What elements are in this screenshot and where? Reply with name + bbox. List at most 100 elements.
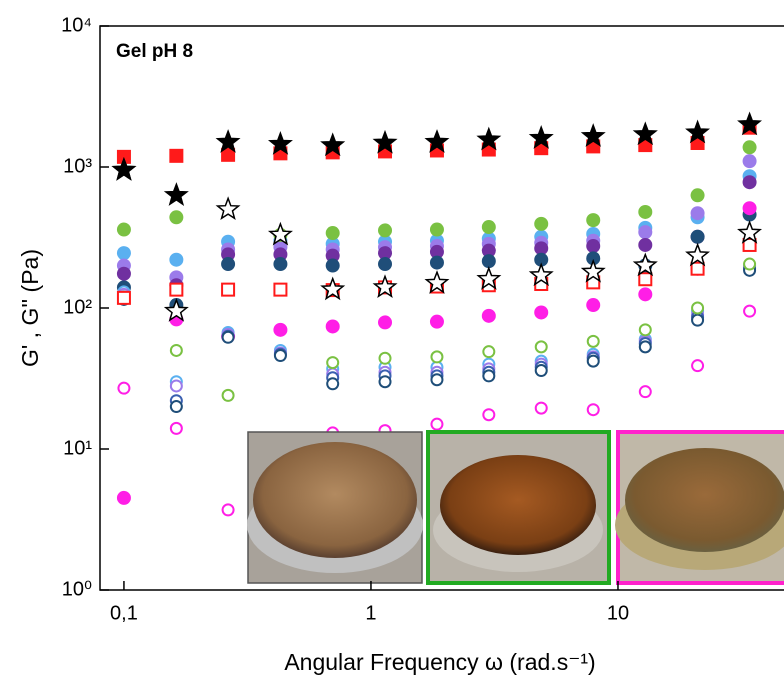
- point: [429, 255, 444, 270]
- point: [586, 298, 601, 313]
- point: [273, 282, 288, 297]
- point: [528, 262, 554, 287]
- point: [534, 340, 548, 354]
- point: [273, 322, 288, 337]
- photo: [426, 430, 611, 585]
- point: [378, 315, 393, 330]
- point: [742, 175, 757, 190]
- point: [691, 359, 705, 373]
- point: [424, 270, 450, 294]
- point: [169, 379, 183, 393]
- point: [534, 364, 548, 378]
- point: [221, 330, 235, 344]
- x-tick-label: 0,1: [110, 602, 138, 624]
- point: [116, 246, 131, 261]
- point: [632, 252, 658, 277]
- x-axis-label: Angular Frequency ω (rad.s⁻¹): [284, 649, 595, 675]
- point: [586, 251, 601, 266]
- point: [215, 129, 241, 153]
- point: [737, 219, 763, 244]
- y-axis-label: G' , G'' (Pa): [17, 249, 43, 367]
- point: [691, 313, 705, 327]
- point: [690, 261, 705, 276]
- point: [273, 349, 287, 363]
- point: [534, 216, 549, 231]
- point: [586, 334, 600, 348]
- plot-data: [111, 111, 763, 517]
- point: [638, 340, 652, 354]
- point: [221, 503, 235, 517]
- point: [586, 213, 601, 228]
- point: [326, 377, 340, 391]
- point: [482, 345, 496, 359]
- point: [482, 369, 496, 383]
- point: [378, 223, 393, 238]
- point: [691, 301, 705, 315]
- point: [737, 111, 763, 136]
- point: [638, 225, 653, 240]
- point: [372, 129, 398, 154]
- point: [326, 356, 340, 370]
- point: [116, 290, 131, 305]
- point: [169, 421, 183, 435]
- point: [163, 182, 189, 206]
- point: [481, 254, 496, 269]
- photo: [615, 430, 784, 585]
- point: [221, 147, 236, 162]
- point: [638, 204, 653, 219]
- point: [638, 237, 653, 252]
- point: [221, 282, 236, 297]
- point: [424, 129, 450, 153]
- point: [534, 401, 548, 415]
- point: [638, 272, 653, 287]
- point: [378, 351, 392, 365]
- point: [534, 241, 549, 256]
- point: [534, 305, 549, 320]
- point: [742, 154, 757, 169]
- point: [116, 266, 131, 281]
- point: [586, 354, 600, 368]
- point: [429, 314, 444, 329]
- y-tick-label: 10³: [63, 155, 92, 177]
- point: [378, 375, 392, 389]
- point: [221, 247, 236, 262]
- point: [690, 188, 705, 203]
- point: [430, 350, 444, 364]
- x-tick-label: 1: [365, 602, 376, 624]
- point: [481, 220, 496, 235]
- point: [690, 229, 705, 244]
- point: [169, 282, 184, 297]
- y-tick-label: 10⁴: [61, 14, 92, 36]
- y-tick-label: 10⁰: [62, 578, 92, 600]
- point: [378, 246, 393, 261]
- point: [429, 222, 444, 237]
- point: [743, 257, 757, 271]
- point: [169, 252, 184, 267]
- point: [632, 121, 658, 146]
- y-tick-label: 10¹: [63, 437, 92, 459]
- photo: [247, 431, 423, 584]
- point: [325, 226, 340, 241]
- point: [169, 210, 184, 225]
- point: [742, 201, 757, 216]
- point: [430, 373, 444, 387]
- photo-insets: [247, 430, 784, 585]
- point: [685, 242, 711, 267]
- point: [372, 274, 398, 299]
- point: [534, 252, 549, 267]
- point: [169, 148, 184, 163]
- point: [690, 206, 705, 221]
- point: [215, 196, 241, 221]
- point: [638, 385, 652, 399]
- point: [476, 266, 502, 290]
- point: [169, 343, 183, 357]
- point: [580, 258, 606, 283]
- point: [221, 388, 235, 402]
- point: [586, 239, 601, 254]
- point: [320, 132, 346, 157]
- point: [163, 297, 189, 322]
- point: [378, 257, 393, 272]
- x-tick-label: 10: [607, 602, 629, 624]
- point: [742, 237, 757, 252]
